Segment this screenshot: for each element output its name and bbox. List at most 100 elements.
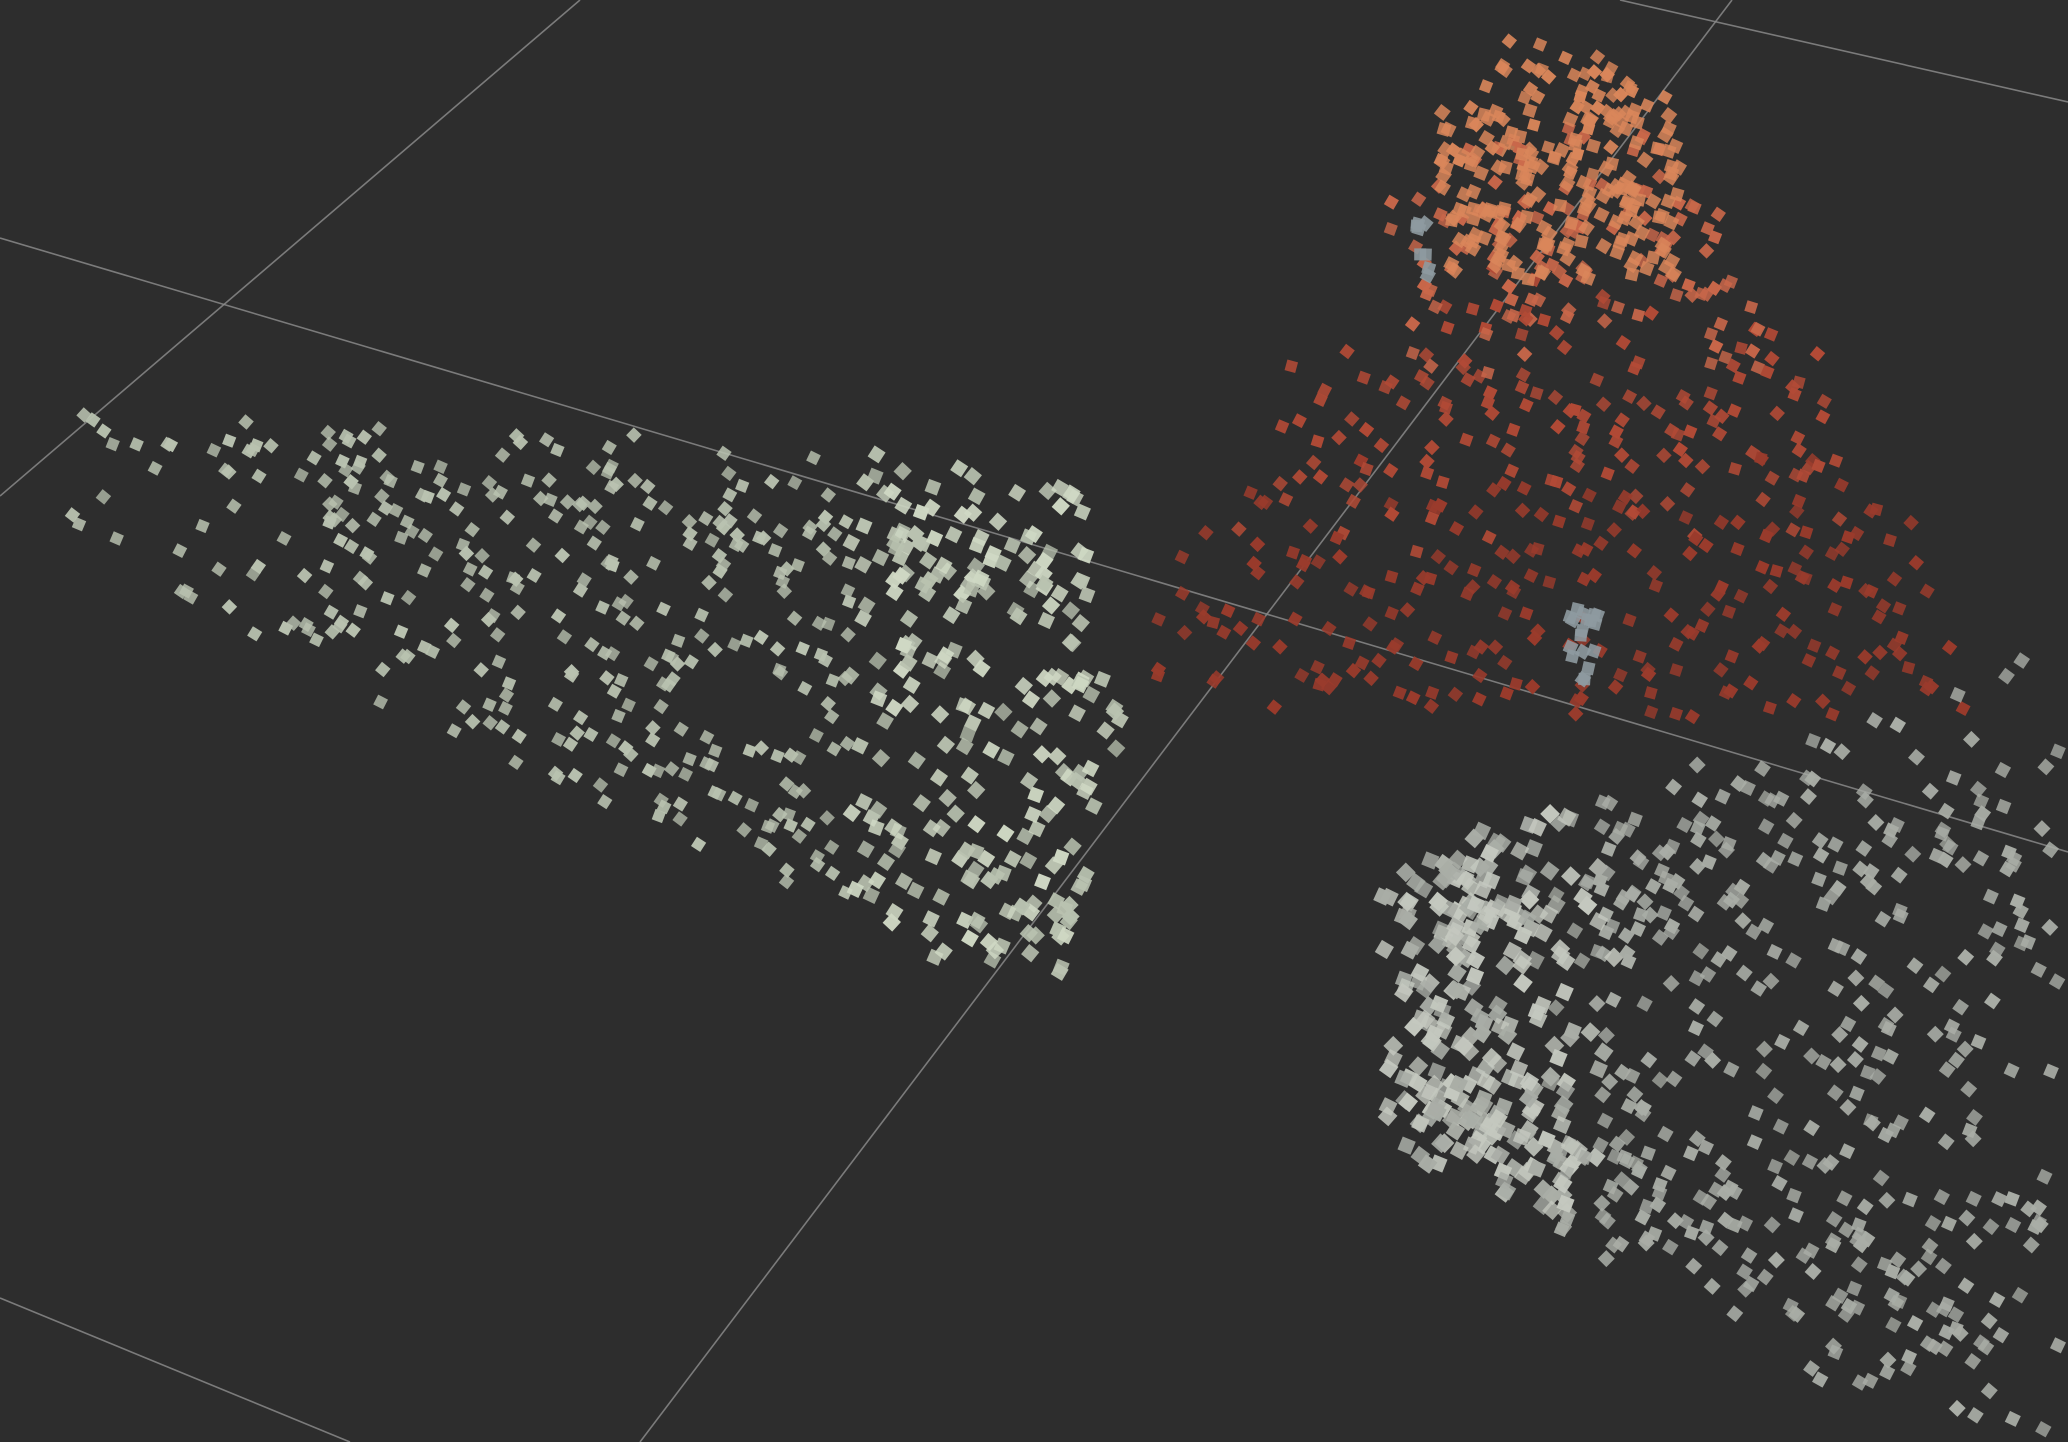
point: [567, 767, 583, 784]
point: [1332, 549, 1348, 565]
point: [1497, 654, 1513, 671]
point: [1855, 783, 1873, 801]
point: [1424, 511, 1440, 526]
point: [1970, 1033, 1987, 1050]
point: [1624, 1067, 1641, 1084]
point: [1629, 849, 1647, 867]
point: [1257, 494, 1274, 510]
point: [1517, 909, 1537, 929]
point: [1628, 135, 1645, 151]
point: [1764, 350, 1780, 367]
point: [1465, 950, 1486, 970]
point: [1862, 1372, 1879, 1389]
point: [1556, 241, 1572, 257]
point: [824, 839, 840, 855]
point: [1704, 815, 1722, 832]
point: [498, 700, 513, 716]
point: [629, 615, 645, 632]
point: [1050, 584, 1069, 603]
point: [967, 780, 986, 800]
point: [1730, 775, 1748, 793]
point: [1601, 1073, 1619, 1091]
point: [599, 670, 615, 686]
point: [1755, 560, 1770, 575]
point: [1497, 62, 1513, 79]
point: [1966, 1108, 1983, 1126]
point: [1408, 656, 1424, 672]
point: [1708, 1181, 1725, 1198]
point: [1573, 690, 1589, 707]
point: [1773, 790, 1790, 807]
point: [1444, 926, 1465, 947]
point: [604, 479, 620, 495]
point: [778, 776, 795, 792]
point: [708, 743, 723, 758]
point: [753, 740, 770, 756]
point: [1613, 667, 1628, 683]
point: [1478, 79, 1494, 94]
point: [1938, 1324, 1955, 1341]
point: [621, 697, 636, 713]
point: [562, 736, 579, 752]
point: [1605, 87, 1621, 103]
point: [1604, 947, 1624, 968]
point: [982, 551, 1000, 569]
point: [293, 467, 309, 483]
point: [464, 521, 480, 538]
point: [1901, 1349, 1918, 1365]
point: [606, 683, 622, 699]
point: [1519, 889, 1540, 910]
point: [815, 516, 832, 533]
point: [1825, 707, 1840, 722]
point: [1035, 668, 1054, 688]
point: [1636, 893, 1654, 911]
point: [1890, 866, 1908, 884]
point: [1733, 588, 1749, 604]
point: [1856, 1198, 1874, 1216]
point: [661, 648, 676, 663]
point: [1465, 966, 1485, 986]
point: [1439, 400, 1453, 415]
point: [1612, 499, 1627, 515]
point: [1394, 1069, 1413, 1088]
point: [1446, 261, 1464, 279]
point-cloud-left[interactable]: [64, 407, 1129, 981]
point: [955, 597, 973, 615]
point: [388, 502, 404, 518]
point: [1397, 891, 1417, 912]
point: [1662, 975, 1680, 992]
point: [1272, 639, 1288, 655]
point: [605, 646, 621, 662]
point: [584, 636, 600, 653]
point: [955, 737, 974, 756]
point: [71, 516, 87, 532]
point: [1595, 187, 1612, 205]
point: [1703, 386, 1718, 401]
point: [1636, 151, 1654, 169]
point: [601, 439, 617, 455]
point: [1466, 1144, 1486, 1164]
point: [716, 445, 732, 461]
point: [1681, 278, 1696, 293]
point: [1506, 1042, 1526, 1062]
point: [1745, 923, 1762, 941]
point: [1464, 115, 1480, 131]
point: [1512, 1127, 1531, 1147]
point: [1383, 221, 1398, 237]
point: [1008, 483, 1027, 502]
point: [1556, 1194, 1575, 1213]
point: [507, 571, 524, 588]
point-cloud-bottom-right[interactable]: [1373, 652, 2067, 1438]
point: [1838, 1221, 1855, 1239]
point: [912, 794, 931, 813]
point: [1694, 618, 1710, 633]
point: [1034, 873, 1051, 891]
point-cloud-top-right[interactable]: [1150, 33, 1971, 725]
point: [245, 442, 261, 458]
point: [1876, 1256, 1893, 1273]
point: [1937, 851, 1954, 869]
point: [432, 472, 449, 488]
point: [645, 732, 661, 748]
